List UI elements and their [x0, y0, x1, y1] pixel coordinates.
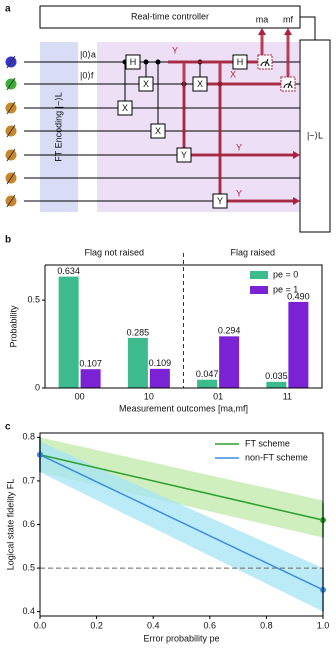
- gate: [232, 54, 248, 70]
- gate: [125, 54, 141, 70]
- error-label: Y: [172, 45, 178, 55]
- value-label: 0.634: [57, 266, 80, 276]
- panel-label: a: [5, 4, 11, 15]
- gate-label: X: [155, 126, 161, 136]
- value-label: 0.107: [79, 359, 102, 369]
- y-tick-label: 0.5: [22, 562, 35, 572]
- x-tick-label: 0.8: [260, 620, 273, 630]
- bar: [58, 276, 79, 388]
- axes: [39, 432, 324, 617]
- bar: [149, 368, 170, 388]
- value-label: 0.490: [287, 291, 310, 301]
- x-tick-label: 00: [75, 391, 85, 401]
- spin: [6, 124, 16, 138]
- gate: [176, 147, 192, 163]
- encoding-box: [40, 42, 78, 212]
- gate-label: H: [237, 57, 244, 67]
- legend-label: FT scheme: [245, 438, 290, 448]
- y-axis-label: Logical state fidelity FL: [5, 479, 15, 571]
- panel-label: c: [5, 422, 11, 433]
- y-tick-label: 0.8: [22, 432, 35, 442]
- error-label: Y: [236, 188, 242, 198]
- x-axis-label: Error probability pe: [143, 633, 219, 643]
- measurements: [257, 54, 296, 92]
- gate-label: X: [143, 79, 149, 89]
- legend-label: non-FT scheme: [245, 452, 308, 462]
- legend-swatch: [250, 286, 268, 294]
- input-label: |0⟩a: [80, 49, 96, 59]
- y-tick-label: 0: [35, 382, 40, 392]
- legend-label: pe = 1: [273, 284, 298, 294]
- value-label: 0.109: [149, 358, 172, 368]
- arrowheads: [258, 28, 300, 205]
- axes: [44, 264, 323, 389]
- gate: [150, 123, 166, 139]
- bar: [266, 381, 287, 388]
- x-tick-label: 1.0: [317, 620, 330, 630]
- controller-label: Real-time controller: [131, 11, 209, 21]
- error-label: X: [230, 69, 236, 79]
- gate: [117, 100, 133, 116]
- line: [39, 454, 324, 591]
- y-tick-label: 0.6: [22, 519, 35, 529]
- output-box: [299, 39, 331, 233]
- circuit-region: [97, 42, 299, 212]
- spin: [6, 171, 16, 185]
- bar: [127, 337, 148, 388]
- legend-label: pe = 0: [273, 269, 298, 279]
- gate-label: X: [197, 79, 203, 89]
- output-label: |−⟩L: [307, 130, 323, 140]
- value-label: 0.035: [265, 371, 288, 381]
- value-label: 0.294: [218, 326, 241, 336]
- connector: [300, 16, 316, 40]
- legend-swatch: [250, 271, 268, 279]
- y-tick-label: 0.4: [22, 606, 35, 616]
- error-label: Y: [236, 142, 242, 152]
- spin: [6, 148, 16, 162]
- gate: [212, 193, 228, 209]
- gate: [138, 76, 154, 92]
- input-label: |0⟩f: [80, 70, 94, 80]
- x-axis-label: Measurement outcomes [ma,mf]: [119, 403, 248, 413]
- bar: [197, 379, 218, 388]
- value-label: 0.285: [127, 327, 150, 337]
- spin: [6, 55, 16, 69]
- spin: [6, 194, 16, 208]
- x-tick-label: 10: [144, 391, 154, 401]
- gate: [192, 76, 208, 92]
- x-tick-label: 0.4: [147, 620, 160, 630]
- spin: [6, 77, 16, 91]
- x-tick-label: 11: [283, 391, 292, 401]
- x-tick-label: 01: [213, 391, 223, 401]
- spin: [6, 101, 16, 115]
- gate-label: H: [130, 57, 137, 67]
- gate-label: Y: [181, 150, 187, 160]
- x-tick-label: 0.6: [204, 620, 217, 630]
- annotation: Flag not raised: [84, 247, 144, 257]
- y-axis-label: Probability: [8, 305, 18, 348]
- measurement-label: mf: [283, 14, 293, 24]
- value-label: 0.047: [196, 369, 219, 379]
- measurement-label: ma: [256, 14, 269, 24]
- x-tick-label: 0.0: [34, 620, 47, 630]
- y-tick-label: 0.7: [22, 475, 35, 485]
- annotation: Flag raised: [230, 247, 275, 257]
- encoding-label: FT Encoding |−⟩L: [53, 92, 63, 161]
- y-tick-label: 0.5: [27, 295, 40, 305]
- gate-label: Y: [217, 196, 223, 206]
- gate-label: X: [122, 103, 128, 113]
- line: [39, 454, 324, 521]
- bar: [80, 369, 101, 388]
- band: [40, 441, 323, 612]
- panel-label: b: [5, 235, 11, 246]
- bar: [219, 336, 240, 388]
- bar: [288, 301, 309, 388]
- x-tick-label: 0.2: [90, 620, 103, 630]
